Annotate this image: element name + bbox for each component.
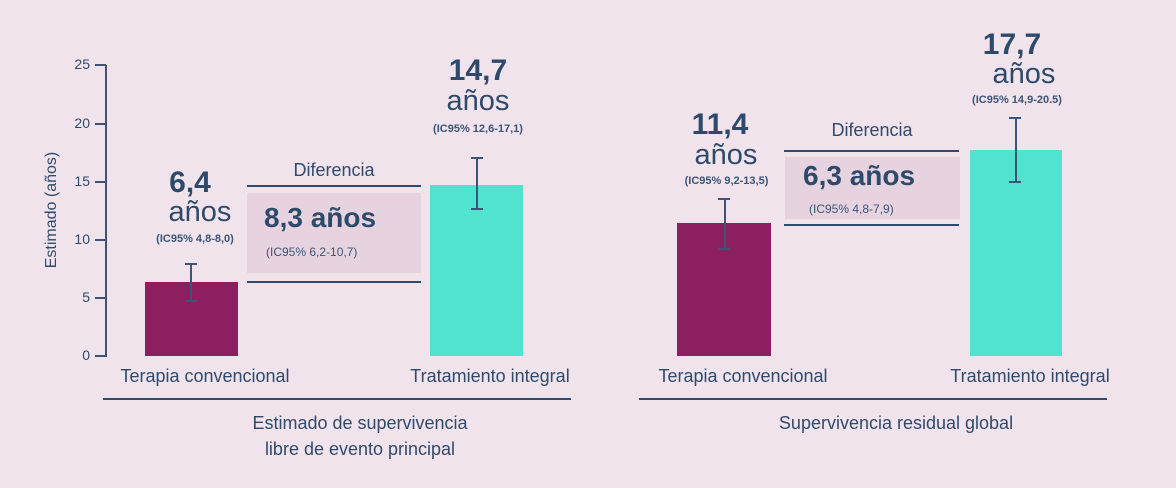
bar-value: 14,7	[448, 54, 508, 87]
difference-box	[785, 157, 960, 219]
y-tick-10	[95, 239, 106, 241]
bar-ci: (IC95% 14,9-20.5)	[972, 94, 1062, 106]
y-tick-label: 20	[74, 115, 90, 131]
bar-unit: años	[992, 58, 1056, 90]
group-title: Supervivencia residual global	[716, 410, 1076, 436]
y-tick-25	[95, 64, 106, 66]
y-tick-0	[95, 355, 106, 357]
y-axis-label: Estimado (años)	[43, 151, 60, 269]
error-cap	[471, 157, 483, 159]
group-divider	[103, 398, 571, 400]
error-cap	[718, 198, 730, 200]
error-bar	[476, 158, 478, 209]
error-cap	[1009, 117, 1021, 119]
group-title-line2: libre de evento principal	[264, 439, 456, 459]
y-tick-label: 0	[82, 347, 90, 363]
difference-value: 8,3 años	[264, 202, 377, 233]
y-tick-15	[95, 181, 106, 183]
y-axis-line	[105, 65, 107, 357]
error-bar	[1015, 118, 1017, 183]
error-bar	[724, 199, 726, 249]
group-title: Estimado de supervivencia libre de event…	[200, 410, 520, 462]
bar-ci: (IC95% 9,2-13,5)	[684, 175, 769, 187]
y-tick-20	[95, 123, 106, 125]
difference-ci: (IC95% 6,2-10,7)	[266, 245, 358, 259]
bar-unit: años	[694, 139, 758, 171]
bar-tratamiento-integral	[970, 150, 1062, 356]
error-cap	[185, 300, 197, 302]
category-label: Tratamiento integral	[950, 366, 1110, 386]
y-tick-5	[95, 297, 106, 299]
difference-title: Diferencia	[831, 120, 913, 140]
category-label: Terapia convencional	[120, 366, 290, 386]
error-bar	[190, 264, 192, 301]
difference-ci: (IC95% 4,8-7,9)	[809, 202, 894, 216]
y-tick-label: 25	[74, 56, 90, 72]
error-cap	[718, 248, 730, 250]
group-title-line1: Supervivencia residual global	[778, 413, 1014, 433]
bar-value: 11,4	[691, 108, 749, 141]
bar-value: 17,7	[982, 28, 1042, 61]
bar-value: 6,4	[169, 166, 211, 199]
difference-line-bottom	[784, 224, 959, 226]
error-cap	[185, 263, 197, 265]
y-tick-label: 15	[74, 173, 90, 189]
difference-box	[247, 193, 421, 273]
error-cap	[1009, 181, 1021, 183]
difference-line-top	[247, 185, 421, 187]
group-title-line1: Estimado de supervivencia	[252, 413, 468, 433]
category-label: Tratamiento integral	[410, 366, 570, 386]
bar-ci: (IC95% 12,6-17,1)	[433, 123, 523, 135]
difference-value: 6,3 años	[803, 160, 916, 191]
category-label: Terapia convencional	[658, 366, 828, 386]
bar-unit: años	[446, 85, 510, 117]
difference-line-top	[784, 150, 959, 152]
difference-line-bottom	[247, 281, 421, 283]
error-cap	[471, 208, 483, 210]
y-tick-label: 5	[82, 289, 90, 305]
bar-ci: (IC95% 4,8-8,0)	[156, 233, 234, 245]
bar-tratamiento-integral	[430, 185, 523, 356]
difference-title: Diferencia	[293, 160, 375, 180]
group-divider	[639, 398, 1107, 400]
y-tick-label: 10	[74, 231, 90, 247]
bar-unit: años	[168, 196, 232, 228]
